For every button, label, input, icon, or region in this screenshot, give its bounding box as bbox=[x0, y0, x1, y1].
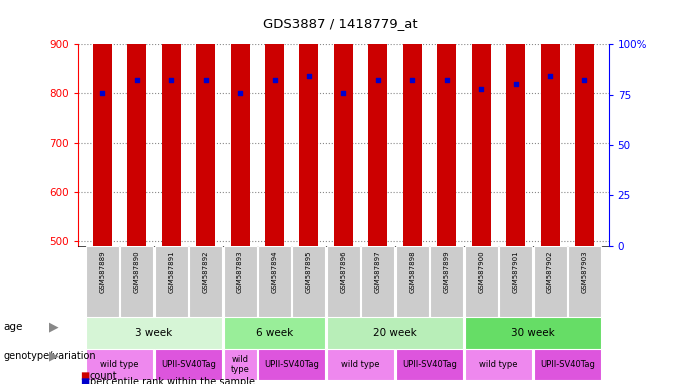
Text: GSM587897: GSM587897 bbox=[375, 250, 381, 293]
Bar bbox=[472, 0, 491, 246]
Text: GSM587901: GSM587901 bbox=[513, 250, 519, 293]
Point bbox=[579, 78, 590, 84]
Bar bbox=[334, 0, 353, 246]
Text: GDS3887 / 1418779_at: GDS3887 / 1418779_at bbox=[262, 17, 418, 30]
Text: 3 week: 3 week bbox=[135, 328, 173, 338]
Bar bbox=[361, 246, 394, 318]
Bar bbox=[196, 0, 215, 246]
Bar bbox=[154, 246, 188, 318]
Text: percentile rank within the sample: percentile rank within the sample bbox=[90, 377, 255, 384]
Text: GSM587895: GSM587895 bbox=[306, 250, 312, 293]
Point bbox=[510, 81, 521, 88]
Point bbox=[269, 78, 280, 84]
Bar bbox=[224, 246, 256, 318]
Text: ▶: ▶ bbox=[49, 350, 58, 363]
Bar bbox=[86, 318, 222, 349]
Text: GSM587896: GSM587896 bbox=[341, 250, 346, 293]
Text: ■: ■ bbox=[80, 371, 90, 381]
Bar bbox=[327, 246, 360, 318]
Point bbox=[338, 89, 349, 96]
Point bbox=[373, 78, 384, 84]
Text: GSM587891: GSM587891 bbox=[168, 250, 174, 293]
Point bbox=[200, 78, 211, 84]
Text: genotype/variation: genotype/variation bbox=[3, 351, 96, 361]
Bar bbox=[568, 246, 601, 318]
Bar bbox=[224, 349, 256, 380]
Bar bbox=[464, 318, 601, 349]
Point bbox=[476, 85, 487, 91]
Bar bbox=[327, 349, 394, 380]
Text: GSM587903: GSM587903 bbox=[581, 250, 588, 293]
Point bbox=[303, 73, 314, 79]
Text: GSM587898: GSM587898 bbox=[409, 250, 415, 293]
Bar bbox=[575, 0, 594, 246]
Bar bbox=[258, 246, 291, 318]
Text: count: count bbox=[90, 371, 118, 381]
Bar bbox=[154, 349, 222, 380]
Text: wild type: wild type bbox=[341, 360, 380, 369]
Bar bbox=[534, 246, 566, 318]
Text: wild type: wild type bbox=[100, 360, 139, 369]
Bar bbox=[265, 0, 284, 246]
Bar bbox=[403, 0, 422, 246]
Text: UPII-SV40Tag: UPII-SV40Tag bbox=[265, 360, 319, 369]
Bar bbox=[534, 349, 601, 380]
Point bbox=[131, 78, 142, 84]
Bar bbox=[120, 246, 153, 318]
Text: wild
type: wild type bbox=[231, 355, 250, 374]
Bar bbox=[327, 318, 463, 349]
Text: ▶: ▶ bbox=[49, 321, 58, 334]
Bar bbox=[299, 0, 318, 246]
Bar bbox=[162, 0, 181, 246]
Text: GSM587890: GSM587890 bbox=[134, 250, 140, 293]
Bar bbox=[396, 246, 429, 318]
Bar bbox=[430, 246, 463, 318]
Bar bbox=[93, 0, 112, 246]
Bar bbox=[86, 349, 153, 380]
Bar bbox=[231, 0, 250, 246]
Point bbox=[545, 73, 556, 79]
Bar bbox=[369, 0, 388, 246]
Bar bbox=[292, 246, 326, 318]
Point bbox=[407, 78, 418, 84]
Text: GSM587892: GSM587892 bbox=[203, 250, 209, 293]
Text: UPII-SV40Tag: UPII-SV40Tag bbox=[402, 360, 457, 369]
Bar bbox=[189, 246, 222, 318]
Text: age: age bbox=[3, 322, 22, 332]
Bar bbox=[224, 318, 326, 349]
Bar bbox=[258, 349, 326, 380]
Bar bbox=[506, 0, 525, 246]
Text: wild type: wild type bbox=[479, 360, 517, 369]
Bar bbox=[127, 0, 146, 246]
Text: GSM587902: GSM587902 bbox=[547, 250, 553, 293]
Text: 6 week: 6 week bbox=[256, 328, 293, 338]
Bar bbox=[86, 246, 119, 318]
Point bbox=[235, 89, 245, 96]
Point bbox=[166, 78, 177, 84]
Text: 30 week: 30 week bbox=[511, 328, 555, 338]
Text: 20 week: 20 week bbox=[373, 328, 417, 338]
Text: GSM587900: GSM587900 bbox=[478, 250, 484, 293]
Text: GSM587899: GSM587899 bbox=[444, 250, 449, 293]
Text: GSM587889: GSM587889 bbox=[99, 250, 105, 293]
Bar bbox=[437, 0, 456, 246]
Text: GSM587893: GSM587893 bbox=[237, 250, 243, 293]
Text: ■: ■ bbox=[80, 377, 90, 384]
Point bbox=[441, 78, 452, 84]
Point bbox=[97, 89, 107, 96]
Bar bbox=[541, 0, 560, 246]
Text: GSM587894: GSM587894 bbox=[271, 250, 277, 293]
Bar bbox=[499, 246, 532, 318]
Bar bbox=[464, 246, 498, 318]
Bar bbox=[464, 349, 532, 380]
Text: UPII-SV40Tag: UPII-SV40Tag bbox=[161, 360, 216, 369]
Text: UPII-SV40Tag: UPII-SV40Tag bbox=[540, 360, 595, 369]
Bar bbox=[396, 349, 463, 380]
